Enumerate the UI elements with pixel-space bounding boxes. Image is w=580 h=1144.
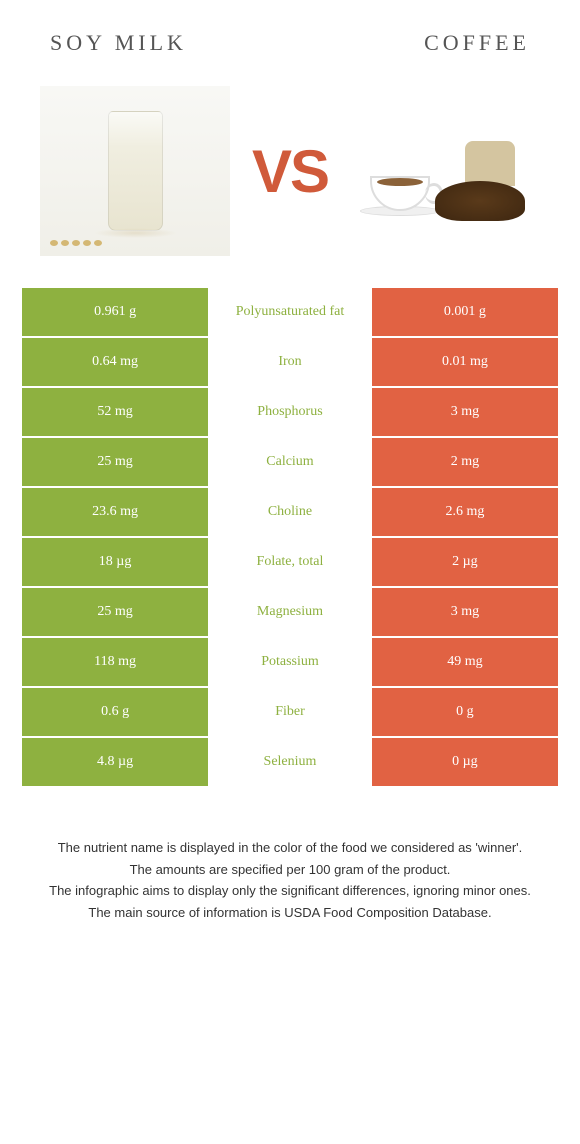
nutrient-left-value: 25 mg xyxy=(22,588,208,636)
nutrient-row: 23.6 mgCholine2.6 mg xyxy=(22,488,558,536)
nutrient-left-value: 0.6 g xyxy=(22,688,208,736)
footer-notes: The nutrient name is displayed in the co… xyxy=(20,788,560,934)
nutrient-left-value: 4.8 µg xyxy=(22,738,208,786)
nutrient-name: Folate, total xyxy=(210,538,370,586)
nutrient-left-value: 23.6 mg xyxy=(22,488,208,536)
nutrient-left-value: 118 mg xyxy=(22,638,208,686)
nutrient-name: Magnesium xyxy=(210,588,370,636)
nutrient-name: Polyunsaturated fat xyxy=(210,288,370,336)
glass-icon xyxy=(108,111,163,231)
nutrient-name: Selenium xyxy=(210,738,370,786)
nutrient-name: Calcium xyxy=(210,438,370,486)
nutrient-right-value: 49 mg xyxy=(372,638,558,686)
vs-label: VS xyxy=(252,137,328,206)
nutrient-table: 0.961 gPolyunsaturated fat0.001 g0.64 mg… xyxy=(20,286,560,788)
nutrient-name: Phosphorus xyxy=(210,388,370,436)
nutrient-right-value: 2 mg xyxy=(372,438,558,486)
soybeans-icon xyxy=(50,240,102,246)
nutrient-right-value: 3 mg xyxy=(372,388,558,436)
nutrient-left-value: 18 µg xyxy=(22,538,208,586)
coffee-beans-icon xyxy=(435,161,525,221)
nutrient-right-value: 0.01 mg xyxy=(372,338,558,386)
footer-line-4: The main source of information is USDA F… xyxy=(35,903,545,923)
nutrient-right-value: 0 g xyxy=(372,688,558,736)
header-row: Soy milk Coffee xyxy=(20,20,560,86)
nutrient-row: 52 mgPhosphorus3 mg xyxy=(22,388,558,436)
coffee-image xyxy=(350,86,540,256)
nutrient-row: 0.64 mgIron0.01 mg xyxy=(22,338,558,386)
nutrient-row: 25 mgCalcium2 mg xyxy=(22,438,558,486)
nutrient-row: 18 µgFolate, total2 µg xyxy=(22,538,558,586)
nutrient-name: Fiber xyxy=(210,688,370,736)
nutrient-left-value: 0.64 mg xyxy=(22,338,208,386)
nutrient-left-value: 52 mg xyxy=(22,388,208,436)
nutrient-row: 118 mgPotassium49 mg xyxy=(22,638,558,686)
images-row: VS xyxy=(20,86,560,286)
nutrient-name: Choline xyxy=(210,488,370,536)
footer-line-3: The infographic aims to display only the… xyxy=(35,881,545,901)
soymilk-image xyxy=(40,86,230,256)
nutrient-right-value: 2.6 mg xyxy=(372,488,558,536)
right-food-title: Coffee xyxy=(424,30,530,56)
nutrient-right-value: 3 mg xyxy=(372,588,558,636)
nutrient-row: 0.6 gFiber0 g xyxy=(22,688,558,736)
footer-line-1: The nutrient name is displayed in the co… xyxy=(35,838,545,858)
nutrient-name: Potassium xyxy=(210,638,370,686)
nutrient-right-value: 2 µg xyxy=(372,538,558,586)
nutrient-left-value: 25 mg xyxy=(22,438,208,486)
nutrient-row: 25 mgMagnesium3 mg xyxy=(22,588,558,636)
infographic-container: Soy milk Coffee VS 0.961 gPolyunsaturate… xyxy=(0,0,580,954)
nutrient-row: 4.8 µgSelenium0 µg xyxy=(22,738,558,786)
left-food-title: Soy milk xyxy=(50,30,187,56)
nutrient-name: Iron xyxy=(210,338,370,386)
nutrient-right-value: 0.001 g xyxy=(372,288,558,336)
nutrient-row: 0.961 gPolyunsaturated fat0.001 g xyxy=(22,288,558,336)
footer-line-2: The amounts are specified per 100 gram o… xyxy=(35,860,545,880)
nutrient-left-value: 0.961 g xyxy=(22,288,208,336)
nutrient-right-value: 0 µg xyxy=(372,738,558,786)
